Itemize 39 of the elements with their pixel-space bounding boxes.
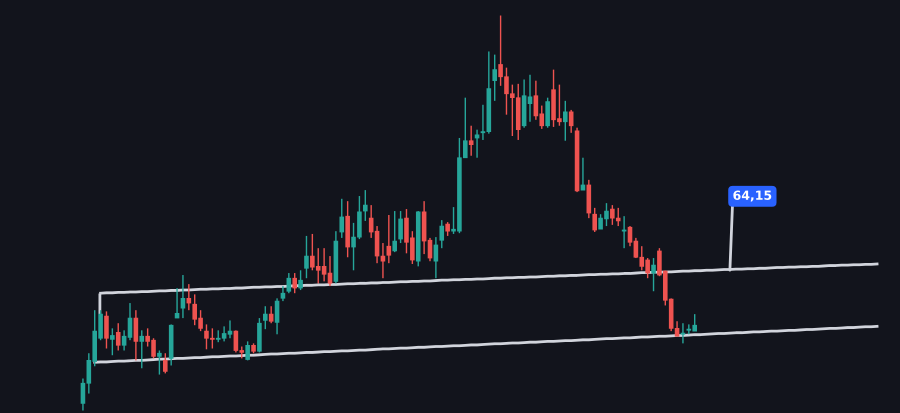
candlestick <box>110 328 115 356</box>
candlestick <box>363 189 368 222</box>
candlestick <box>568 109 574 134</box>
candlestick <box>139 330 144 369</box>
candlestick <box>651 257 656 292</box>
candlestick <box>445 221 450 237</box>
candlestick <box>474 128 480 158</box>
candlestick <box>274 298 280 335</box>
candlestick <box>434 236 438 279</box>
candlestick <box>180 274 186 319</box>
candlestick <box>116 322 121 352</box>
candlestick <box>292 272 297 294</box>
candlestick <box>286 272 292 294</box>
candlestick <box>304 235 309 279</box>
candlestick <box>186 283 192 311</box>
candlestick <box>298 270 303 291</box>
candlestick <box>392 210 397 253</box>
candlestick <box>563 100 568 142</box>
candlestick <box>263 306 268 330</box>
candlestick <box>398 210 403 244</box>
candlestick <box>468 125 474 156</box>
candlestick <box>268 306 274 324</box>
candlestick <box>104 310 109 350</box>
candlestick <box>280 285 286 302</box>
candlestick <box>386 214 392 264</box>
candlestick <box>245 340 250 362</box>
candlestick <box>134 309 138 362</box>
candlestick <box>339 198 344 239</box>
candlestick <box>174 287 180 319</box>
annotation: 64,15 <box>733 190 772 202</box>
candlestick <box>622 215 626 249</box>
candlestick <box>157 350 162 376</box>
candlestick <box>492 54 497 102</box>
candlestick <box>680 322 686 344</box>
candlestick <box>592 207 597 233</box>
candlestick <box>251 342 256 354</box>
candlestick <box>439 219 444 249</box>
candlestick <box>580 157 586 191</box>
candlestick <box>163 352 168 374</box>
